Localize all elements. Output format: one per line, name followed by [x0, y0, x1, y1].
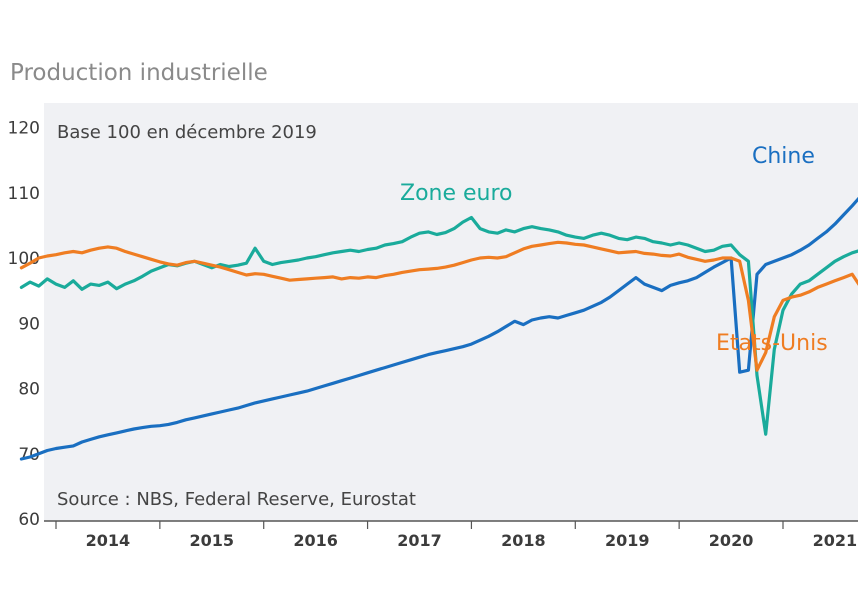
- series-line-etats-unis: [19, 240, 858, 372]
- y-tick-label: 90: [18, 314, 40, 334]
- y-tick-label: 110: [8, 184, 40, 204]
- x-tick-label: 2020: [709, 531, 754, 550]
- series-label-etats-unis: Etats-Unis: [716, 331, 828, 356]
- plot-area: [44, 103, 858, 521]
- x-tick-label: 2019: [605, 531, 650, 550]
- y-tick-label: 80: [18, 380, 40, 400]
- x-tick-label: 2017: [397, 531, 442, 550]
- series-lines: [19, 196, 858, 461]
- chart-subtitle: Base 100 en décembre 2019: [57, 122, 317, 143]
- series-line-chine: [19, 196, 858, 461]
- y-tick-label: 120: [8, 119, 40, 139]
- x-tick-label: 2014: [86, 531, 131, 550]
- x-tick-label: 2018: [501, 531, 546, 550]
- x-tick-label: 2015: [190, 531, 235, 550]
- series-label-chine: Chine: [752, 144, 815, 169]
- x-tick-marks: [55, 521, 784, 529]
- x-tick-label: 2021: [813, 531, 858, 550]
- chart-title: Production industrielle: [10, 60, 268, 86]
- series-label-zone-euro: Zone euro: [400, 181, 513, 206]
- x-axis: 2014 2015 2016 2017 2018 2019 2020 2021: [86, 531, 858, 550]
- source-note: Source : NBS, Federal Reserve, Eurostat: [57, 489, 416, 510]
- x-tick-label: 2016: [293, 531, 338, 550]
- y-tick-label: 100: [8, 249, 40, 269]
- y-tick-label: 60: [18, 510, 40, 530]
